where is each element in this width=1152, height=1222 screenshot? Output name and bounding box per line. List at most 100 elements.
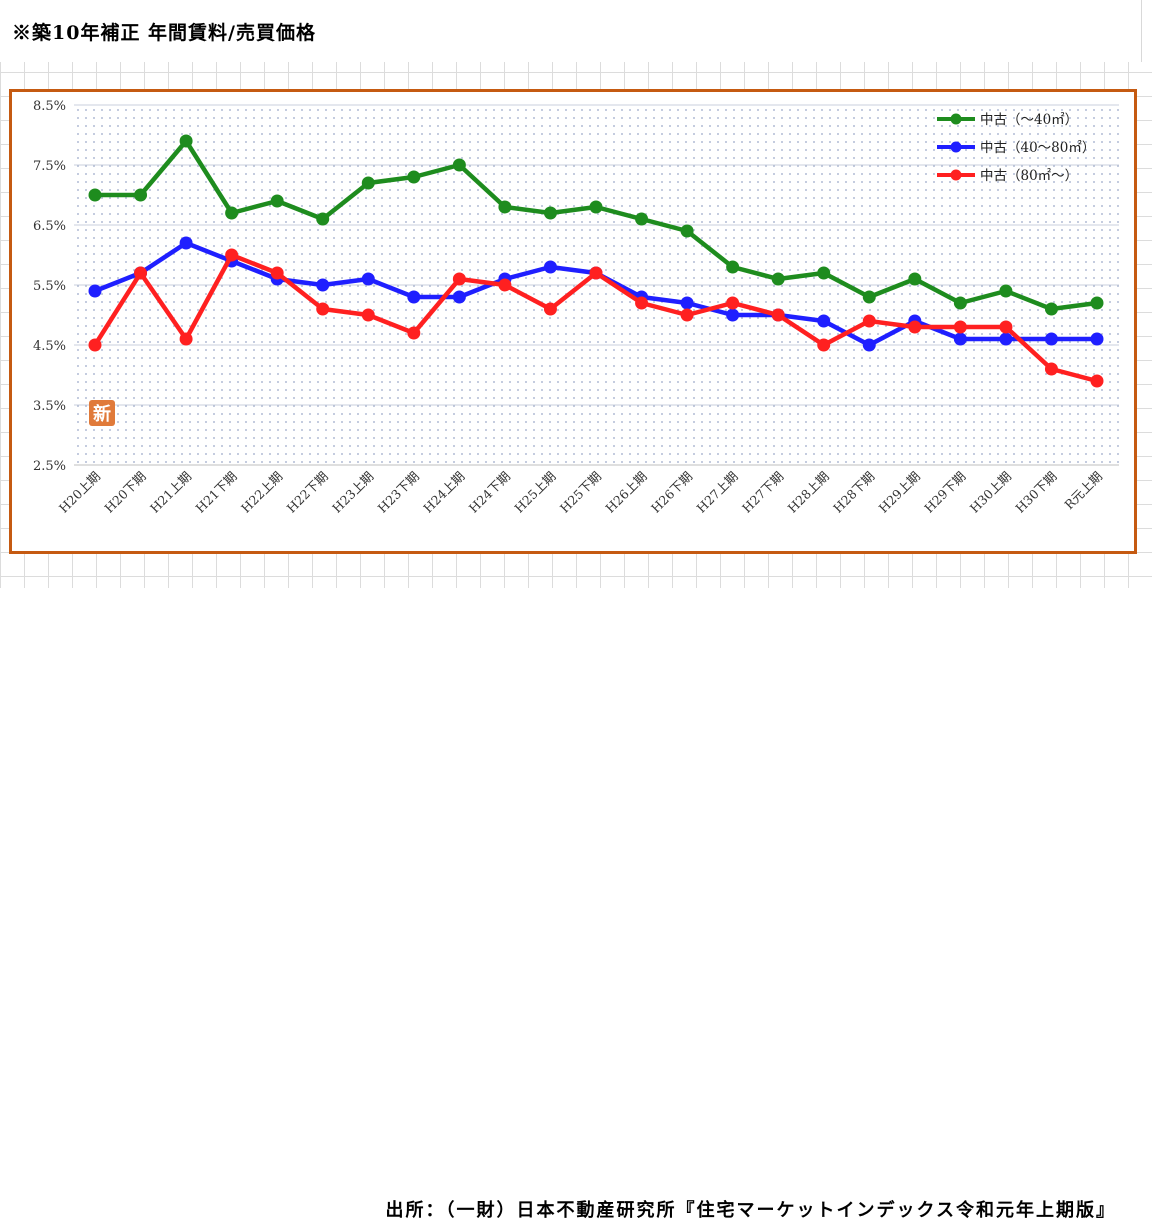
data-point	[999, 320, 1013, 334]
y-tick-label: 2.5%	[33, 459, 66, 474]
data-point	[88, 284, 102, 298]
data-point	[452, 272, 466, 286]
data-point	[1090, 374, 1104, 388]
data-point	[225, 206, 239, 220]
source-band: 出所：（一財）日本不動産研究所『住宅マーケットインデックス令和元年上期版』	[0, 588, 1152, 1221]
data-point	[817, 338, 831, 352]
data-point	[361, 272, 375, 286]
legend-item: 中古（80㎡～）	[937, 168, 1078, 184]
x-tick-label: H20上期	[56, 469, 103, 516]
page-title: ※築10年補正 年間賃料/売買価格	[12, 22, 316, 44]
data-point	[134, 266, 148, 280]
data-point	[134, 188, 148, 202]
data-point	[225, 248, 239, 262]
data-point	[88, 188, 102, 202]
data-point	[543, 206, 557, 220]
data-point	[1044, 362, 1058, 376]
legend-label: 中古（80㎡～）	[980, 168, 1078, 184]
x-tick-label: H25上期	[511, 469, 558, 516]
data-point	[771, 272, 785, 286]
data-point	[179, 332, 193, 346]
data-point	[361, 176, 375, 190]
new-badge-label: 新	[93, 403, 111, 425]
data-point	[1090, 332, 1104, 346]
data-point	[771, 308, 785, 322]
data-point	[953, 332, 967, 346]
data-point	[726, 260, 740, 274]
data-point	[88, 338, 102, 352]
x-tick-label: H23下期	[375, 469, 422, 516]
data-point	[361, 308, 375, 322]
data-point	[635, 296, 649, 310]
data-point	[1090, 296, 1104, 310]
data-point	[862, 338, 876, 352]
series-2	[88, 248, 1104, 388]
data-point	[1044, 302, 1058, 316]
x-tick-label: R元上期	[1061, 469, 1105, 513]
data-point	[680, 224, 694, 238]
y-tick-label: 4.5%	[33, 339, 66, 354]
x-tick-label: H27上期	[694, 469, 741, 516]
x-tick-label: H30下期	[1012, 469, 1059, 516]
x-tick-label: H25下期	[557, 469, 604, 516]
source-citation: 出所：（一財）日本不動産研究所『住宅マーケットインデックス令和元年上期版』	[385, 1200, 1116, 1221]
data-point	[862, 314, 876, 328]
data-point	[270, 266, 284, 280]
x-tick-label: H29上期	[876, 469, 923, 516]
legend-marker	[950, 169, 962, 181]
data-point	[452, 158, 466, 172]
title-band: ※築10年補正 年間賃料/売買価格	[0, 0, 1152, 62]
data-point	[862, 290, 876, 304]
data-point	[498, 278, 512, 292]
legend-item: 中古（～40㎡）	[937, 112, 1078, 128]
x-tick-label: H23上期	[329, 469, 376, 516]
data-point	[953, 296, 967, 310]
new-badge: 新	[89, 400, 115, 426]
x-tick-label: H27下期	[739, 469, 786, 516]
y-tick-label: 3.5%	[33, 399, 66, 414]
x-tick-label: H28上期	[785, 469, 832, 516]
data-point	[498, 200, 512, 214]
data-point	[908, 320, 922, 334]
data-point	[452, 290, 466, 304]
data-point	[543, 260, 557, 274]
y-tick-label: 7.5%	[33, 159, 66, 174]
data-point	[817, 314, 831, 328]
legend-marker	[950, 141, 962, 153]
x-tick-label: H24下期	[466, 469, 513, 516]
x-tick-label: H22下期	[284, 469, 331, 516]
y-tick-label: 5.5%	[33, 279, 66, 294]
data-point	[316, 212, 330, 226]
data-point	[953, 320, 967, 334]
data-point	[179, 134, 193, 148]
data-point	[589, 266, 603, 280]
x-tick-label: H26上期	[602, 469, 649, 516]
legend-marker	[950, 113, 962, 125]
chart-frame[interactable]: 2.5% 3.5% 4.5% 5.5% 6.5% 7.5% 8.5% H20上期 H20下期 H…	[9, 89, 1137, 554]
data-point	[680, 296, 694, 310]
legend-item: 中古（40～80㎡）	[937, 140, 1095, 156]
x-tick-label: H30上期	[967, 469, 1014, 516]
x-tick-label: H21下期	[193, 469, 240, 516]
legend-label: 中古（40～80㎡）	[980, 140, 1095, 156]
data-point	[316, 278, 330, 292]
data-point	[726, 308, 740, 322]
line-chart: 2.5%3.5%4.5%5.5%6.5%7.5%8.5% H20上期H20下期H…	[33, 99, 1119, 516]
y-tick-label: 8.5%	[33, 99, 66, 114]
data-point	[316, 302, 330, 316]
data-point	[726, 296, 740, 310]
grid-divider	[1141, 0, 1152, 62]
data-point	[1044, 332, 1058, 346]
data-point	[999, 332, 1013, 346]
data-point	[589, 200, 603, 214]
legend-label: 中古（～40㎡）	[980, 112, 1078, 128]
data-point	[407, 326, 421, 340]
x-tick-label: H21上期	[147, 469, 194, 516]
data-point	[817, 266, 831, 280]
data-point	[407, 290, 421, 304]
data-point	[179, 236, 193, 250]
x-tick-label: H28下期	[830, 469, 877, 516]
x-tick-label: H26下期	[648, 469, 695, 516]
data-point	[270, 194, 284, 208]
data-point	[543, 302, 557, 316]
